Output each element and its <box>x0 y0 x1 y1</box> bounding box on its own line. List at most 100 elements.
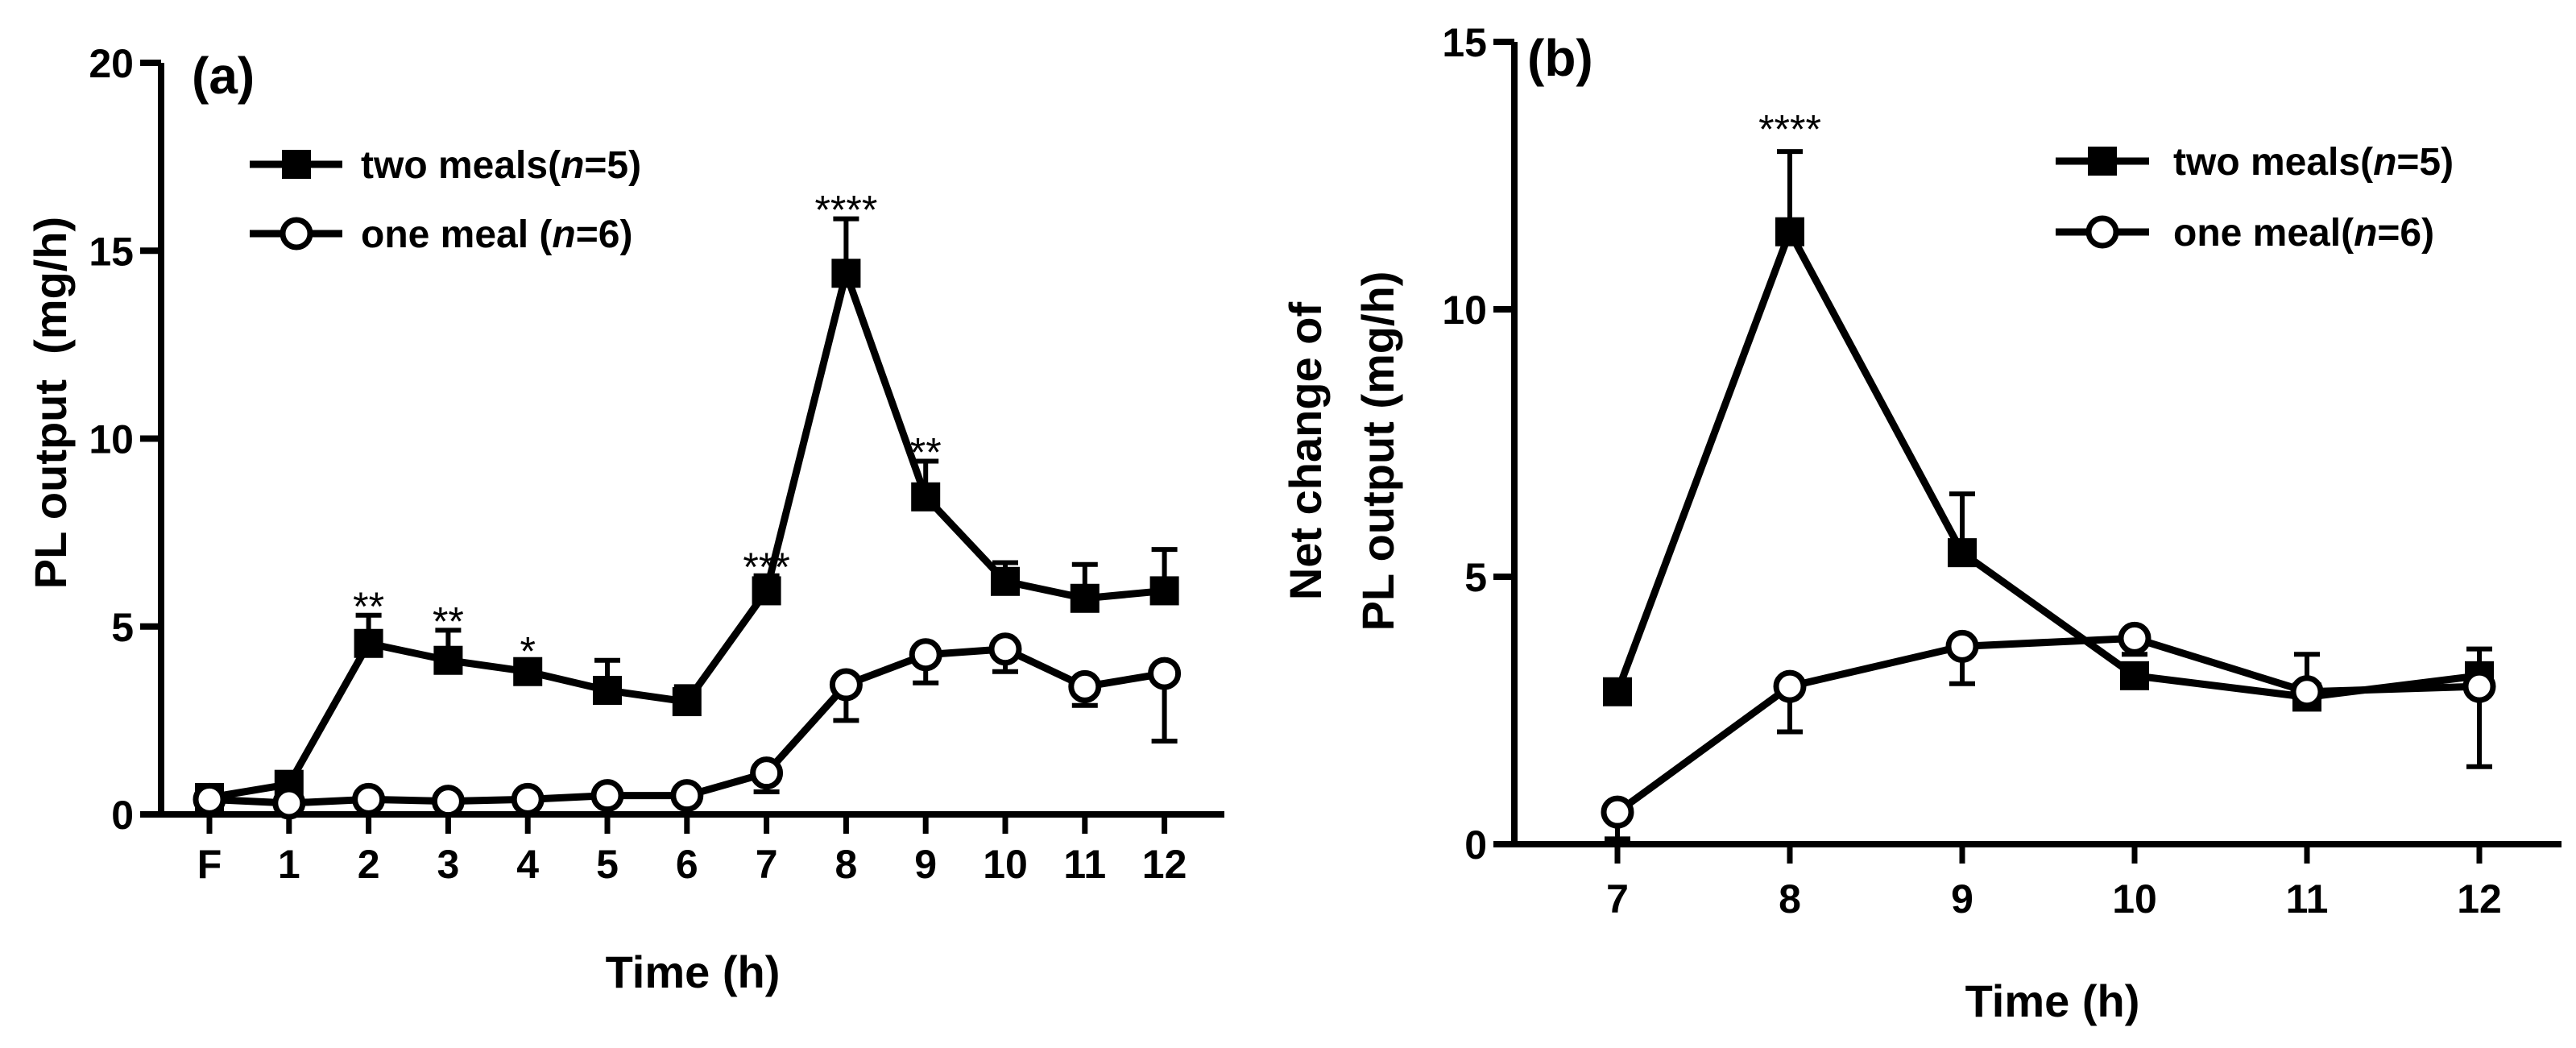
panel-b-legend: two meals(n=5) one meal(n=6) <box>2056 141 2454 255</box>
x-tick-label: 2 <box>358 842 380 887</box>
data-point-circle <box>2118 621 2151 655</box>
y-tick-label: 0 <box>1464 822 1487 868</box>
panel-a-y-axis-title: PL output (mg/h) <box>25 217 76 589</box>
data-point-square <box>354 628 383 658</box>
x-tick-label: 7 <box>756 842 778 887</box>
panel-a-label: (a) <box>192 47 255 105</box>
significance-marker: *** <box>743 545 789 590</box>
panel-b-y-axis-title-line2: PL output (mg/h) <box>1352 271 1403 632</box>
data-point-square <box>831 259 861 288</box>
data-point-circle <box>1068 669 1102 703</box>
y-tick-label: 15 <box>1442 20 1487 65</box>
legend-entry-one-meal: one meal(n=6) <box>2056 212 2434 255</box>
y-tick-label: 5 <box>111 605 134 650</box>
data-point-circle <box>988 632 1022 666</box>
data-point-circle <box>2462 669 2496 703</box>
significance-marker: ** <box>433 599 464 644</box>
series-line <box>1613 228 2480 701</box>
data-point-circle <box>431 785 465 818</box>
open-circle-marker <box>280 217 313 251</box>
data-point-square <box>1149 576 1179 606</box>
y-tick-label: 10 <box>1442 288 1487 333</box>
x-tick-label: 11 <box>1063 842 1106 887</box>
legend-label-two-meals: two meals(n=5) <box>361 144 641 187</box>
data-point-circle <box>670 779 704 813</box>
data-point-square <box>991 566 1020 596</box>
data-point-circle <box>193 782 226 816</box>
data-point-circle <box>750 756 784 790</box>
legend-entry-two-meals: two meals(n=5) <box>250 144 641 187</box>
x-tick-label: 1 <box>278 842 300 887</box>
data-point-square <box>1948 538 1977 568</box>
filled-square-marker <box>2088 147 2117 176</box>
legend-entry-two-meals: two meals(n=5) <box>2056 141 2454 184</box>
x-tick-label: 12 <box>1142 842 1187 887</box>
data-point-circle <box>352 782 386 816</box>
legend-entry-one-meal: one meal (n=6) <box>250 213 632 256</box>
data-point-circle <box>1773 669 1807 703</box>
x-tick-label: 4 <box>516 842 539 887</box>
panel-b-x-axis-title: Time (h) <box>1965 976 2140 1026</box>
x-tick-label: F <box>197 842 222 887</box>
x-tick-label: 11 <box>2286 876 2329 922</box>
data-point-circle <box>1148 657 1182 690</box>
panel-a-legend: two meals(n=5) one meal (n=6) <box>250 144 641 256</box>
panel-b-y-axis-title-line1: Net change of <box>1280 302 1331 601</box>
y-tick-label: 5 <box>1464 555 1487 600</box>
data-point-square <box>513 657 543 686</box>
series-line <box>209 269 1166 802</box>
panel-a-x-ticks: F 1 2 3 4 5 6 7 8 9 10 11 12 <box>197 814 1187 887</box>
data-point-circle <box>1945 629 1979 663</box>
data-point-circle <box>829 668 863 702</box>
panel-a-y-ticks: 0 5 10 15 20 <box>89 41 161 838</box>
data-point-circle <box>2290 675 2324 709</box>
data-point-square <box>672 687 702 717</box>
data-point-square <box>593 676 622 706</box>
data-point-square <box>2120 661 2149 690</box>
panel-a-x-axis-title: Time (h) <box>606 947 781 997</box>
data-point-circle <box>511 782 545 816</box>
significance-marker: ** <box>910 429 942 474</box>
legend-label-one-meal: one meal (n=6) <box>361 213 632 256</box>
legend-label-one-meal: one meal(n=6) <box>2173 212 2434 255</box>
x-tick-label: 3 <box>437 842 459 887</box>
x-tick-label: 5 <box>596 842 619 887</box>
panel-b-annotations: **** <box>1758 107 1821 152</box>
panel-b-series <box>1601 149 2496 842</box>
y-tick-label: 15 <box>89 229 134 274</box>
x-tick-label: 9 <box>914 842 937 887</box>
data-point-circle <box>1601 795 1634 829</box>
data-point-square <box>1070 583 1100 613</box>
panel-b-y-ticks: 0 5 10 15 <box>1442 20 1514 868</box>
significance-marker: **** <box>1758 107 1821 152</box>
y-tick-label: 0 <box>111 793 134 838</box>
data-point-square <box>752 576 781 606</box>
filled-square-marker <box>282 150 311 179</box>
x-tick-label: 6 <box>676 842 698 887</box>
data-point-circle <box>590 779 624 813</box>
y-tick-label: 10 <box>89 417 134 462</box>
data-point-square <box>1775 217 1804 246</box>
significance-marker: * <box>520 629 535 674</box>
panel-b: (b) 0 5 10 15 7 8 9 10 11 12 **** Time (h) Net c… <box>1280 20 2562 1026</box>
x-tick-label: 8 <box>1779 876 1801 922</box>
panel-b-label: (b) <box>1527 29 1593 87</box>
data-point-square <box>911 482 941 512</box>
data-point-circle <box>909 638 942 672</box>
x-tick-label: 10 <box>983 842 1028 887</box>
x-tick-label: 8 <box>835 842 857 887</box>
significance-marker: **** <box>814 188 877 233</box>
x-tick-label: 7 <box>1606 876 1629 922</box>
panel-b-x-ticks: 7 8 9 10 11 12 <box>1606 844 2502 922</box>
x-tick-label: 9 <box>1951 876 1973 922</box>
y-tick-label: 20 <box>89 41 134 86</box>
series-line <box>1615 634 2480 815</box>
data-point-square <box>1603 677 1632 706</box>
x-tick-label: 10 <box>2112 876 2157 922</box>
panel-a-series <box>193 216 1182 820</box>
data-point-square <box>433 645 463 675</box>
panel-a-annotations: ** ************ <box>353 188 942 674</box>
significance-marker: ** <box>353 584 384 629</box>
